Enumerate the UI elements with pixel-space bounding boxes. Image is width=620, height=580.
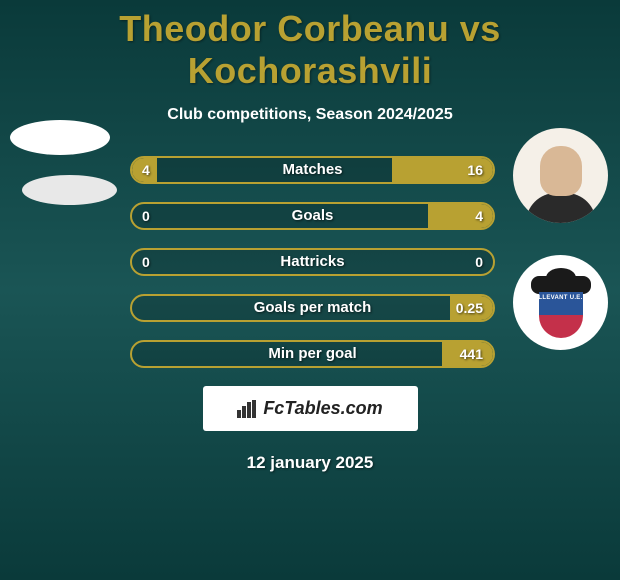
player-left-avatar: [10, 120, 110, 155]
subtitle: Club competitions, Season 2024/2025: [0, 106, 620, 124]
stat-row: 4Matches16: [130, 156, 495, 184]
stat-value-right: 16: [467, 158, 483, 182]
stat-label: Min per goal: [132, 342, 493, 366]
stat-label: Goals per match: [132, 296, 493, 320]
stats-container: 4Matches160Goals40Hattricks0Goals per ma…: [0, 156, 620, 368]
page-title: Theodor Corbeanu vs Kochorashvili: [0, 0, 620, 92]
stat-row: Min per goal441: [130, 340, 495, 368]
stat-row: 0Hattricks0: [130, 248, 495, 276]
fctables-logo[interactable]: FcTables.com: [203, 386, 418, 431]
stat-value-right: 441: [460, 342, 483, 366]
bar-chart-icon: [237, 400, 257, 418]
stat-row: 0Goals4: [130, 202, 495, 230]
stat-value-right: 0.25: [456, 296, 483, 320]
logo-text: FcTables.com: [263, 398, 382, 419]
stat-label: Matches: [132, 158, 493, 182]
stat-row: Goals per match0.25: [130, 294, 495, 322]
stat-label: Goals: [132, 204, 493, 228]
stat-value-right: 4: [475, 204, 483, 228]
date-label: 12 january 2025: [0, 453, 620, 473]
stat-value-right: 0: [475, 250, 483, 274]
stat-label: Hattricks: [132, 250, 493, 274]
